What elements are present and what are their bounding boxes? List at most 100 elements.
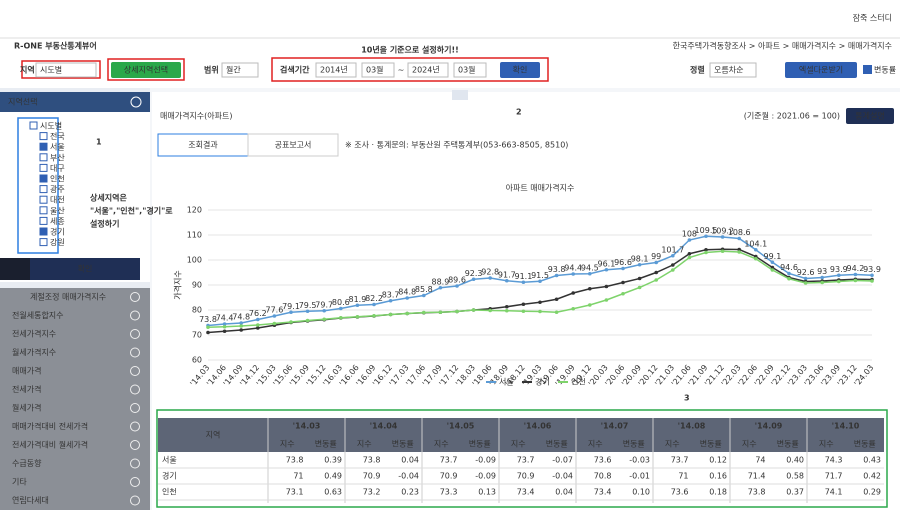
legend-label[interactable]: 서울: [499, 378, 514, 387]
checkbox[interactable]: [39, 238, 48, 247]
legend-label[interactable]: 인천: [571, 377, 586, 387]
data-label: 74.4: [216, 314, 234, 323]
region-label[interactable]: 서울: [50, 143, 65, 152]
menu-item[interactable]: 매매가격대비 전세가격: [12, 421, 88, 431]
region-label[interactable]: 인천: [50, 174, 65, 184]
expand-icon[interactable]: [130, 329, 140, 339]
period-note: 10년을 기준으로 설정하기!!: [361, 45, 459, 55]
highlight-box: [156, 409, 888, 508]
menu-item[interactable]: 월세가격지수: [12, 347, 56, 357]
menu-item[interactable]: 수급동향: [12, 459, 42, 468]
dropdown[interactable]: [315, 62, 357, 78]
button-label[interactable]: 통계설명: [855, 111, 884, 121]
checkbox[interactable]: [29, 121, 38, 130]
data-point: [588, 303, 592, 307]
separator: ~: [398, 66, 405, 75]
region-label[interactable]: 시도별: [40, 121, 62, 131]
dropdown[interactable]: [221, 62, 259, 78]
region-label[interactable]: 부산: [50, 152, 65, 162]
checkbox[interactable]: [39, 206, 48, 215]
sidebar-title: 지역선택: [8, 97, 37, 107]
dropdown[interactable]: [35, 62, 97, 78]
button[interactable]: [30, 258, 140, 280]
checkbox[interactable]: [39, 195, 48, 204]
data-point: [554, 310, 559, 315]
data-point: [422, 310, 426, 315]
button-label[interactable]: 상세지역선택: [124, 65, 168, 75]
expand-icon[interactable]: [130, 384, 140, 395]
expand-icon[interactable]: [130, 347, 140, 358]
button[interactable]: [111, 62, 181, 78]
expand-icon[interactable]: [130, 292, 140, 302]
expand-icon[interactable]: [130, 403, 140, 413]
label: 지역: [20, 65, 35, 75]
data-point: [754, 256, 758, 261]
tab-label[interactable]: 조회결과: [188, 140, 218, 150]
data-label: 89.6: [448, 276, 466, 285]
tab[interactable]: [247, 133, 339, 157]
collapse-toggle[interactable]: [452, 90, 468, 100]
menu-item[interactable]: 전세가격지수: [12, 329, 56, 339]
table-cell: 73.2: [363, 488, 381, 497]
data-point: [255, 317, 260, 322]
checkbox[interactable]: [39, 163, 48, 172]
data-point: [770, 268, 775, 272]
data-label: 93.8: [548, 265, 566, 274]
legend-label[interactable]: 경기: [535, 377, 550, 387]
checkbox[interactable]: [39, 153, 48, 162]
menu-item[interactable]: 매매가격: [12, 366, 41, 376]
dropdown[interactable]: [709, 62, 757, 78]
button[interactable]: [500, 62, 540, 78]
checkbox[interactable]: [39, 132, 48, 141]
menu-item[interactable]: 전세가격대비 월세가격: [12, 440, 88, 450]
checkbox[interactable]: [39, 227, 48, 236]
region-label[interactable]: 강원: [50, 237, 65, 247]
tab-label[interactable]: 공표보고서: [275, 141, 312, 150]
menu-item[interactable]: 계절조정 매매가격지수: [30, 292, 106, 302]
region-label[interactable]: 울산: [50, 205, 65, 215]
checkbox[interactable]: [39, 174, 48, 183]
region-label[interactable]: 대구: [50, 164, 65, 173]
data-label: 108: [682, 230, 697, 239]
menu-item[interactable]: 기타: [12, 478, 27, 487]
dropdown[interactable]: [407, 62, 449, 78]
region-label[interactable]: 세종: [50, 217, 65, 226]
expand-icon[interactable]: [130, 310, 140, 321]
region-label[interactable]: 광주: [50, 184, 65, 194]
expand-icon[interactable]: [130, 421, 140, 432]
menu-item[interactable]: 월세가격: [12, 403, 41, 413]
button-label[interactable]: 엑셀다운받기: [799, 65, 843, 75]
button-label[interactable]: 확인: [78, 264, 93, 274]
button[interactable]: [846, 108, 894, 124]
checkbox[interactable]: [39, 216, 48, 225]
expand-icon[interactable]: [130, 458, 140, 469]
expand-icon[interactable]: [130, 495, 140, 506]
checkbox[interactable]: [39, 142, 48, 151]
table-subheader-cell: 변동률: [315, 439, 337, 449]
data-label: 94.6: [780, 263, 798, 272]
close-button[interactable]: [130, 96, 142, 108]
data-point: [637, 276, 642, 281]
button[interactable]: [785, 62, 857, 78]
dropdown-value: 시도별: [40, 65, 62, 75]
region-label[interactable]: 대전: [50, 195, 65, 205]
table-subheader-cell: 변동률: [469, 439, 491, 449]
data-point: [737, 247, 741, 252]
checkbox[interactable]: [39, 185, 48, 194]
checkbox[interactable]: [863, 65, 872, 74]
region-label[interactable]: 전국: [50, 131, 65, 141]
region-label[interactable]: 경기: [50, 227, 65, 237]
menu-item[interactable]: 전월세통합지수: [12, 310, 64, 320]
arrow-button[interactable]: [0, 258, 30, 280]
highlight-box: [271, 57, 549, 82]
dropdown[interactable]: [453, 62, 487, 78]
menu-item[interactable]: 연립다세대: [12, 496, 49, 505]
dropdown[interactable]: [361, 62, 395, 78]
button-label[interactable]: 확인: [513, 65, 528, 75]
expand-icon[interactable]: [130, 440, 140, 450]
expand-icon[interactable]: [130, 366, 140, 376]
menu-item[interactable]: 전세가격: [12, 384, 41, 394]
dropdown-value: 2024년: [412, 65, 440, 75]
expand-icon[interactable]: [130, 477, 140, 487]
data-label: 94.2: [846, 264, 864, 273]
